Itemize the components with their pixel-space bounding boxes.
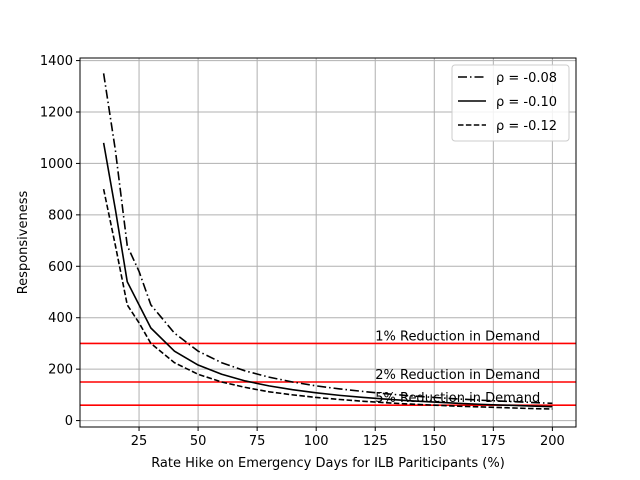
plot-area-frame bbox=[79, 57, 577, 428]
y-tick-label: 1200 bbox=[40, 106, 73, 121]
x-tick-label: 150 bbox=[422, 434, 447, 449]
x-tick-label: 100 bbox=[304, 434, 329, 449]
reference-line-label: 2% Reduction in Demand bbox=[375, 368, 540, 383]
y-tick-label: 600 bbox=[48, 260, 73, 275]
x-axis-label: Rate Hike on Emergency Days for ILB Pari… bbox=[151, 456, 505, 471]
grid-lines bbox=[80, 58, 576, 427]
series-line bbox=[102, 73, 553, 405]
y-axis-ticks: 0 200 400 600 800 1000 1200 1400 bbox=[40, 54, 80, 429]
x-tick-label: 175 bbox=[481, 434, 506, 449]
y-tick-label: 1000 bbox=[40, 157, 73, 172]
y-tick-label: 200 bbox=[48, 363, 73, 378]
x-tick-label: 25 bbox=[131, 434, 148, 449]
legend-entry-label: ρ = -0.10 bbox=[496, 95, 557, 110]
reference-line-label: 5% Reduction in Demand bbox=[375, 391, 540, 406]
x-tick-label: 75 bbox=[249, 434, 266, 449]
x-tick-label: 125 bbox=[363, 434, 388, 449]
legend-box bbox=[451, 64, 570, 142]
x-tick-label: 50 bbox=[190, 434, 207, 449]
legend-entry-label: ρ = -0.12 bbox=[496, 119, 557, 134]
y-tick-label: 800 bbox=[48, 208, 73, 223]
series-lines bbox=[102, 73, 553, 410]
reference-line-labels: 1% Reduction in Demand 2% Reduction in De… bbox=[375, 329, 540, 406]
reference-line-label: 1% Reduction in Demand bbox=[375, 329, 540, 344]
series-line bbox=[102, 142, 553, 408]
x-tick-label: 200 bbox=[540, 434, 565, 449]
x-axis-ticks: 25 50 75 100 125 150 175 200 bbox=[131, 427, 565, 449]
legend-entry-label: ρ = -0.08 bbox=[496, 71, 557, 86]
legend: ρ = -0.08 ρ = -0.10 ρ = -0.12 bbox=[451, 64, 570, 142]
y-tick-label: 1400 bbox=[40, 54, 73, 69]
y-tick-label: 0 bbox=[65, 414, 73, 429]
y-tick-label: 400 bbox=[48, 311, 73, 326]
series-line bbox=[102, 188, 553, 410]
y-axis-label: Responsiveness bbox=[16, 191, 31, 295]
